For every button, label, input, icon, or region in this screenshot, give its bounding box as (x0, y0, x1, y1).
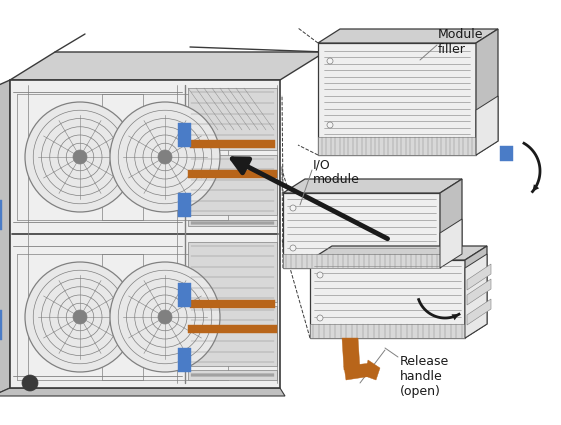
Polygon shape (476, 96, 498, 155)
Circle shape (158, 150, 172, 164)
Circle shape (317, 315, 323, 321)
Polygon shape (188, 242, 277, 302)
Polygon shape (318, 29, 498, 43)
Circle shape (73, 310, 87, 324)
Polygon shape (178, 123, 191, 147)
Circle shape (327, 58, 333, 64)
Polygon shape (283, 254, 440, 268)
Polygon shape (342, 338, 360, 370)
Polygon shape (440, 179, 462, 268)
Polygon shape (190, 140, 275, 148)
Circle shape (158, 310, 172, 324)
Polygon shape (344, 363, 372, 380)
Polygon shape (188, 88, 277, 150)
Polygon shape (283, 193, 440, 268)
Polygon shape (0, 388, 285, 396)
Polygon shape (188, 155, 277, 215)
Polygon shape (476, 29, 498, 155)
Polygon shape (0, 200, 2, 230)
Polygon shape (365, 360, 380, 380)
Polygon shape (188, 220, 277, 226)
Circle shape (290, 205, 296, 211)
Circle shape (25, 102, 135, 212)
Polygon shape (188, 170, 277, 178)
Polygon shape (0, 310, 2, 340)
Circle shape (22, 375, 38, 391)
Polygon shape (310, 246, 487, 260)
Polygon shape (318, 43, 476, 155)
Polygon shape (283, 179, 462, 193)
Polygon shape (190, 300, 275, 308)
Polygon shape (467, 264, 491, 290)
Circle shape (73, 150, 87, 164)
Polygon shape (465, 246, 487, 338)
Polygon shape (188, 370, 277, 380)
Polygon shape (318, 137, 476, 155)
Polygon shape (178, 348, 191, 372)
Polygon shape (467, 279, 491, 305)
Circle shape (327, 122, 333, 128)
Polygon shape (310, 260, 465, 338)
Polygon shape (440, 219, 462, 268)
Polygon shape (500, 146, 513, 161)
Polygon shape (178, 283, 191, 307)
Text: I/O
module: I/O module (313, 158, 360, 186)
Polygon shape (188, 325, 277, 333)
Circle shape (110, 262, 220, 372)
Polygon shape (10, 80, 280, 388)
Circle shape (110, 102, 220, 212)
Polygon shape (0, 80, 10, 396)
Polygon shape (467, 299, 491, 325)
Circle shape (25, 262, 135, 372)
Polygon shape (10, 52, 325, 80)
Polygon shape (465, 254, 487, 338)
Polygon shape (310, 324, 465, 338)
Text: Module
filler: Module filler (438, 28, 484, 56)
Text: Release
handle
(open): Release handle (open) (400, 355, 449, 398)
Circle shape (317, 272, 323, 278)
Polygon shape (188, 306, 277, 366)
Circle shape (290, 245, 296, 251)
Polygon shape (178, 193, 191, 217)
